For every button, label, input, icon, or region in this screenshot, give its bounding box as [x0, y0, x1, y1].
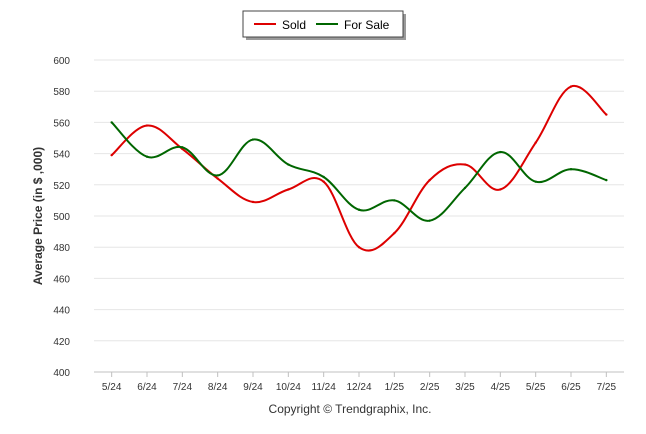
data-point-sold[interactable] — [110, 153, 113, 157]
y-tick-labels: 400 420 440 460 480 500 520 540 560 580 600 — [53, 56, 70, 379]
data-point-for-sale[interactable] — [357, 208, 361, 211]
x-tick-labels: 5/24 6/24 7/24 8/24 9/24 10/24 11/24 12/24 1/25 2… — [102, 372, 617, 393]
y-tick-label: 420 — [53, 337, 70, 348]
y-tick-label: 560 — [53, 118, 70, 129]
series-line-sold[interactable] — [110, 85, 608, 252]
y-tick-label: 520 — [53, 181, 70, 192]
data-point-sold[interactable] — [322, 180, 325, 183]
x-tick-label: 4/25 — [491, 382, 511, 393]
x-tick-label: 10/24 — [276, 382, 301, 393]
x-tick-label: 2/25 — [420, 382, 440, 393]
data-point-sold[interactable] — [463, 163, 467, 166]
data-point-for-sale[interactable] — [499, 150, 502, 154]
data-point-for-sale[interactable] — [605, 178, 608, 182]
y-tick-label: 480 — [53, 243, 70, 254]
data-point-for-sale[interactable] — [181, 146, 184, 149]
x-tick-label: 5/25 — [526, 382, 546, 393]
data-point-sold[interactable] — [145, 124, 149, 127]
data-point-sold[interactable] — [569, 85, 573, 88]
data-point-sold[interactable] — [216, 177, 219, 180]
series-lines — [110, 85, 608, 252]
data-point-sold[interactable] — [499, 188, 502, 191]
data-point-for-sale[interactable] — [534, 180, 537, 183]
legend-item-for-sale[interactable]: For Sale — [316, 18, 390, 32]
y-tick-label: 400 — [53, 368, 70, 379]
y-axis-label: Average Price (in $ ,000) — [31, 147, 45, 285]
y-tick-label: 600 — [53, 56, 70, 67]
x-tick-label: 6/25 — [561, 382, 581, 393]
y-tick-label: 500 — [53, 212, 70, 223]
y-tick-label: 540 — [53, 150, 70, 161]
data-point-sold[interactable] — [357, 246, 361, 249]
y-tick-label: 580 — [53, 87, 70, 98]
data-point-for-sale[interactable] — [287, 163, 290, 166]
x-tick-label: 5/24 — [102, 382, 122, 393]
x-tick-label: 7/25 — [597, 382, 617, 393]
legend-item-sold[interactable]: Sold — [254, 18, 306, 32]
data-point-sold[interactable] — [534, 141, 537, 144]
x-tick-label: 8/24 — [208, 382, 228, 393]
y-tick-label: 440 — [53, 306, 70, 317]
data-point-for-sale[interactable] — [569, 168, 573, 171]
data-point-for-sale[interactable] — [216, 174, 219, 177]
legend-label-sold: Sold — [282, 18, 306, 32]
series-line-for-sale[interactable] — [110, 121, 607, 222]
data-point-for-sale[interactable] — [463, 186, 467, 190]
data-point-for-sale[interactable] — [251, 138, 255, 141]
data-point-for-sale[interactable] — [110, 121, 113, 124]
x-tick-label: 1/25 — [385, 382, 405, 393]
x-tick-label: 11/24 — [312, 382, 337, 393]
x-tick-label: 3/25 — [455, 382, 475, 393]
data-point-for-sale[interactable] — [145, 155, 149, 158]
data-point-for-sale[interactable] — [393, 199, 396, 202]
data-point-for-sale[interactable] — [428, 219, 431, 222]
copyright-credit: Copyright © Trendgraphix, Inc. — [269, 402, 432, 416]
data-point-sold[interactable] — [251, 200, 255, 204]
data-point-sold[interactable] — [428, 178, 431, 182]
y-tick-label: 460 — [53, 274, 70, 285]
gridlines — [94, 59, 624, 342]
legend-label-for-sale: For Sale — [344, 18, 390, 32]
x-tick-label: 7/24 — [173, 382, 193, 393]
data-point-sold[interactable] — [393, 231, 396, 235]
x-tick-label: 6/24 — [137, 382, 157, 393]
data-point-sold[interactable] — [287, 188, 290, 191]
data-point-for-sale[interactable] — [322, 175, 325, 179]
x-tick-label: 9/24 — [243, 382, 263, 393]
data-point-sold[interactable] — [605, 113, 608, 116]
legend[interactable]: Sold For Sale — [242, 10, 406, 40]
x-tick-label: 12/24 — [346, 382, 371, 393]
